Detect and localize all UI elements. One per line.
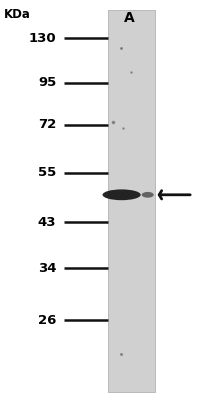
Bar <box>107 10 154 392</box>
Text: KDa: KDa <box>4 8 31 20</box>
Text: 130: 130 <box>29 32 56 44</box>
Text: 26: 26 <box>38 314 56 326</box>
Text: 34: 34 <box>38 262 56 274</box>
Ellipse shape <box>141 192 153 198</box>
Text: A: A <box>124 11 134 25</box>
Text: 55: 55 <box>38 166 56 179</box>
Text: 95: 95 <box>38 76 56 89</box>
Ellipse shape <box>102 189 140 200</box>
Text: 43: 43 <box>38 216 56 228</box>
Text: 72: 72 <box>38 118 56 131</box>
